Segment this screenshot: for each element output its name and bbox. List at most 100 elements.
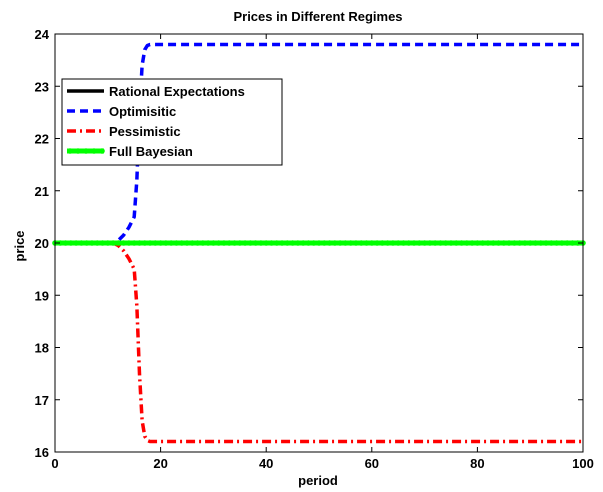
series-marker-point bbox=[527, 240, 533, 246]
series-marker-point bbox=[157, 240, 164, 246]
series-markers-3 bbox=[52, 240, 586, 246]
series-marker-point bbox=[326, 240, 333, 246]
series-marker-point bbox=[321, 240, 328, 246]
series-marker-point bbox=[300, 240, 306, 246]
series-marker-point bbox=[395, 240, 402, 246]
series-marker-point bbox=[279, 240, 285, 246]
series-marker-point bbox=[405, 240, 412, 246]
series-marker-point bbox=[501, 240, 507, 246]
y-tick-label: 20 bbox=[35, 236, 49, 251]
series-marker-point bbox=[442, 240, 449, 246]
series-marker-point bbox=[258, 240, 264, 246]
y-tick-label: 24 bbox=[35, 27, 50, 42]
x-tick-label: 40 bbox=[259, 456, 273, 471]
series-marker-point bbox=[337, 240, 343, 246]
series-marker-point bbox=[194, 240, 201, 246]
series-marker-point bbox=[268, 240, 275, 246]
series-marker-point bbox=[506, 240, 512, 246]
series-marker-point bbox=[57, 240, 64, 246]
series-line-2 bbox=[55, 241, 583, 444]
y-tick-label: 22 bbox=[35, 132, 49, 147]
series-marker-point bbox=[411, 240, 417, 246]
series-marker-point bbox=[522, 240, 528, 246]
series-marker-point bbox=[210, 240, 217, 246]
y-tick-label: 18 bbox=[35, 341, 49, 356]
x-axis-label: period bbox=[298, 473, 338, 488]
series-marker-point bbox=[437, 240, 444, 246]
series-marker-point bbox=[163, 240, 169, 246]
chart-title: Prices in Different Regimes bbox=[233, 9, 402, 24]
series-marker-point bbox=[559, 240, 565, 246]
series-marker-point bbox=[316, 240, 322, 246]
series-marker-point bbox=[485, 240, 491, 246]
series-marker-point bbox=[231, 240, 238, 246]
series-marker-point bbox=[184, 240, 190, 246]
legend-marker bbox=[91, 148, 97, 154]
series-marker-point bbox=[289, 240, 296, 246]
series-marker-point bbox=[305, 240, 312, 246]
series-marker-point bbox=[516, 240, 523, 246]
axis-ticks: 0 20 40 60 80 100 16 17 18 19 20 21 22 23 24 bbox=[35, 27, 594, 471]
series-marker-point bbox=[237, 240, 243, 246]
series-marker-point bbox=[83, 240, 90, 246]
series-marker-point bbox=[105, 240, 111, 246]
series-marker-point bbox=[332, 240, 338, 246]
legend-label-2: Pessimistic bbox=[109, 124, 181, 139]
series-marker-point bbox=[131, 240, 137, 246]
legend-label-1: Optimisitic bbox=[109, 104, 176, 119]
series-marker-point bbox=[400, 240, 407, 246]
series-marker-point bbox=[310, 240, 317, 246]
series-marker-point bbox=[469, 240, 475, 246]
series-marker-point bbox=[200, 240, 206, 246]
series-marker-point bbox=[89, 240, 95, 246]
x-tick-label: 60 bbox=[365, 456, 379, 471]
series-marker-point bbox=[78, 240, 85, 246]
series-marker-point bbox=[511, 240, 518, 246]
series-marker-point bbox=[136, 240, 143, 246]
series-marker-point bbox=[215, 240, 222, 246]
series-marker-point bbox=[221, 240, 227, 246]
series-marker-point bbox=[342, 240, 349, 246]
series-marker-point bbox=[490, 240, 497, 246]
legend-marker bbox=[67, 148, 73, 154]
x-tick-label: 80 bbox=[470, 456, 484, 471]
series-marker-point bbox=[353, 240, 359, 246]
series-marker-point bbox=[110, 240, 116, 246]
series-marker-point bbox=[543, 240, 549, 246]
series-marker-point bbox=[273, 240, 280, 246]
series-marker-point bbox=[453, 240, 460, 246]
series-marker-point bbox=[569, 240, 576, 246]
series-marker-point bbox=[495, 240, 502, 246]
series-marker-point bbox=[479, 240, 486, 246]
x-tick-label: 20 bbox=[153, 456, 167, 471]
series-marker-point bbox=[115, 240, 122, 246]
series-marker-point bbox=[126, 240, 132, 246]
series-marker-point bbox=[427, 240, 433, 246]
series-marker-point bbox=[242, 240, 248, 246]
series-marker-point bbox=[205, 240, 211, 246]
series-marker-point bbox=[263, 240, 270, 246]
legend-marker bbox=[99, 148, 105, 154]
series-marker-point bbox=[369, 240, 375, 246]
series-marker-point bbox=[574, 240, 581, 246]
series-marker-point bbox=[532, 240, 539, 246]
series-marker-point bbox=[347, 240, 354, 246]
y-axis-label: price bbox=[12, 230, 27, 261]
series-marker-point bbox=[432, 240, 438, 246]
y-tick-label: 19 bbox=[35, 288, 49, 303]
legend-label-3: Full Bayesian bbox=[109, 144, 193, 159]
legend-label-0: Rational Expectations bbox=[109, 84, 245, 99]
series-marker-point bbox=[295, 240, 301, 246]
series-marker-point bbox=[421, 240, 428, 246]
series-marker-point bbox=[226, 240, 233, 246]
series-marker-point bbox=[564, 240, 570, 246]
series-marker-point bbox=[252, 240, 259, 246]
x-tick-label: 0 bbox=[51, 456, 58, 471]
series-marker-point bbox=[458, 240, 465, 246]
legend: Rational Expectations Optimisitic Pessimis… bbox=[61, 78, 283, 166]
x-tick-label: 100 bbox=[572, 456, 594, 471]
series-marker-point bbox=[120, 240, 127, 246]
series-marker-point bbox=[141, 240, 148, 246]
series-marker-point bbox=[68, 240, 74, 246]
